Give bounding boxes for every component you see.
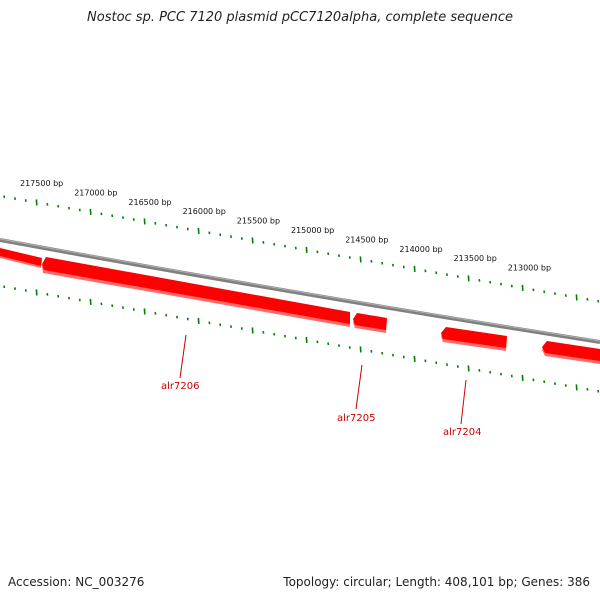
scale-label: 215500 bp xyxy=(237,217,280,226)
gene-feature-0[interactable] xyxy=(0,248,42,268)
gene-feature-alr7205[interactable] xyxy=(353,313,387,333)
accession-text: Accession: NC_003276 xyxy=(8,575,145,589)
map-title: Nostoc sp. PCC 7120 plasmid pCC7120alpha… xyxy=(87,10,513,25)
scale-label: 214000 bp xyxy=(399,245,442,254)
gene-label-alr7204[interactable]: alr7204 xyxy=(443,427,481,438)
scale-label: 214500 bp xyxy=(345,235,388,244)
leader-alr7206 xyxy=(179,334,187,379)
scale-label: 215000 bp xyxy=(291,226,334,235)
gene-label-alr7206[interactable]: alr7206 xyxy=(161,381,199,392)
gene-features xyxy=(0,248,600,364)
scale-label: 213500 bp xyxy=(454,254,497,263)
scale-label: 216500 bp xyxy=(128,198,171,207)
gene-feature-right[interactable] xyxy=(542,341,600,364)
plasmid-backbone-highlight xyxy=(0,238,600,342)
outer-scale-labels: 217500 bp 217000 bp 216500 bp 216000 bp 2155… xyxy=(20,179,551,273)
gene-feature-alr7204[interactable] xyxy=(441,327,507,351)
gene-leader-lines xyxy=(179,334,467,425)
leader-alr7204 xyxy=(460,379,467,425)
gene-feature-alr7206[interactable] xyxy=(42,257,350,327)
scale-label: 217500 bp xyxy=(20,179,63,188)
outer-scale-ticks xyxy=(3,195,600,303)
scale-label: 216000 bp xyxy=(183,207,226,216)
plasmid-backbone xyxy=(0,238,600,344)
scale-label: 213000 bp xyxy=(508,264,551,273)
summary-text: Topology: circular; Length: 408,101 bp; … xyxy=(283,575,590,589)
gene-label-alr7205[interactable]: alr7205 xyxy=(337,413,375,424)
scale-label: 217000 bp xyxy=(74,188,117,197)
leader-alr7205 xyxy=(355,364,363,410)
inner-scale-ticks xyxy=(3,285,600,393)
